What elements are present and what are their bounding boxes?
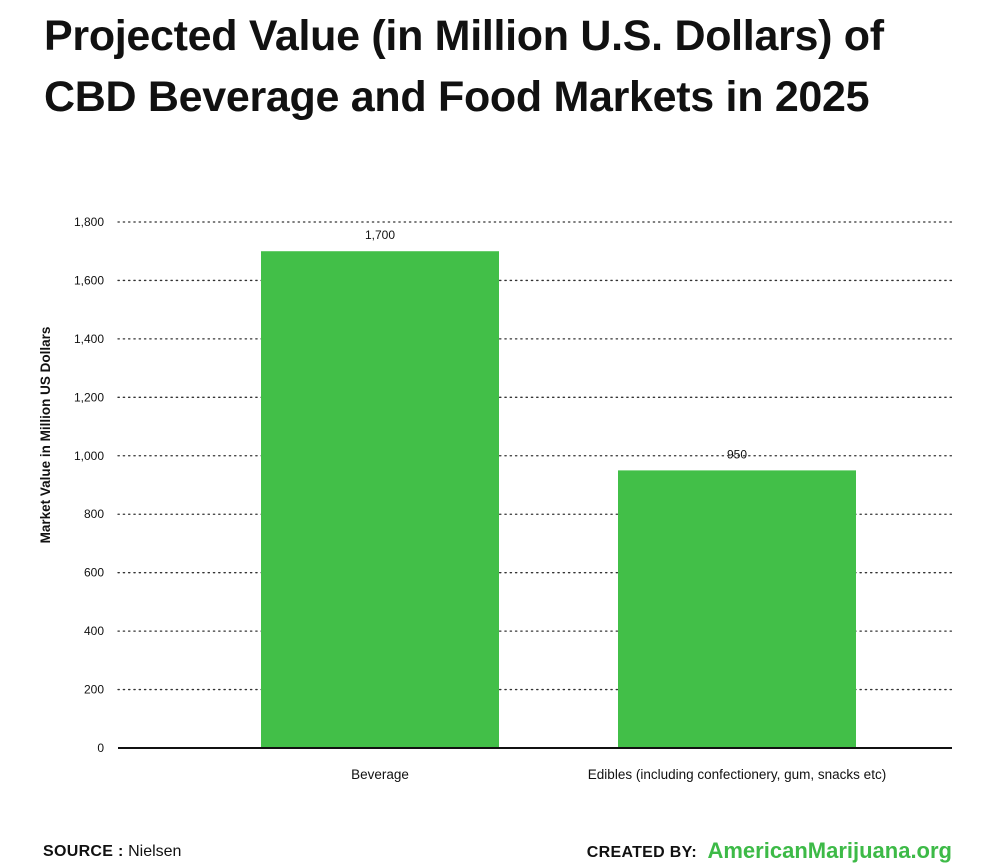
x-tick-label: Beverage [351,767,409,782]
bars [261,251,856,748]
y-axis-ticks: 0 200 400 600 800 1,000 1,200 1,400 1,600 1,800 [74,215,104,755]
y-tick-label: 1,800 [74,215,104,229]
y-tick-label: 1,400 [74,332,104,346]
data-label: 1,700 [365,228,395,242]
y-tick-label: 0 [97,741,104,755]
y-tick-label: 600 [84,566,104,580]
data-label: 950 [727,447,747,461]
y-tick-label: 200 [84,683,104,697]
source-label: SOURCE : [43,843,124,860]
y-tick-label: 1,600 [74,273,104,287]
bar [618,470,856,748]
bar [261,251,499,748]
source-value: Nielsen [128,843,182,860]
brand-name: AmericanMarijuana.org [707,838,952,863]
y-tick-label: 1,000 [74,449,104,463]
source-credit: SOURCE : Nielsen [43,841,181,863]
data-labels: 1,700 950 [365,228,747,461]
y-tick-label: 800 [84,507,104,521]
y-tick-label: 400 [84,624,104,638]
title-line-2: CBD Beverage and Food Markets in 2025 [44,73,870,121]
x-tick-label: Edibles (including confectionery, gum, s… [588,767,886,782]
chart-title: Projected Value (in Million U.S. Dollars… [44,6,984,128]
created-by-label: CREATED BY: [586,844,698,861]
title-line-1: Projected Value (in Million U.S. Dollars… [44,12,884,60]
x-axis-ticks: Beverage Edibles (including confectionery… [351,767,886,782]
creator-credit: CREATED BY: AmericanMarijuana.org [587,836,952,868]
y-tick-label: 1,200 [74,390,104,404]
y-axis-label: Market Value in Million US Dollars [38,327,53,544]
bar-chart: 0 200 400 600 800 1,000 1,200 1,400 1,600 1,800 1… [38,215,953,782]
